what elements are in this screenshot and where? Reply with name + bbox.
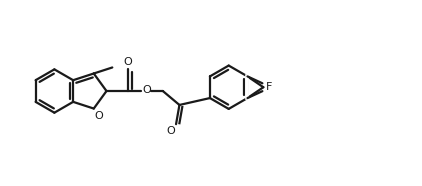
Text: O: O [124,57,133,68]
Text: O: O [143,85,151,95]
Text: F: F [266,82,273,92]
Text: O: O [167,126,176,136]
Text: O: O [94,111,103,121]
